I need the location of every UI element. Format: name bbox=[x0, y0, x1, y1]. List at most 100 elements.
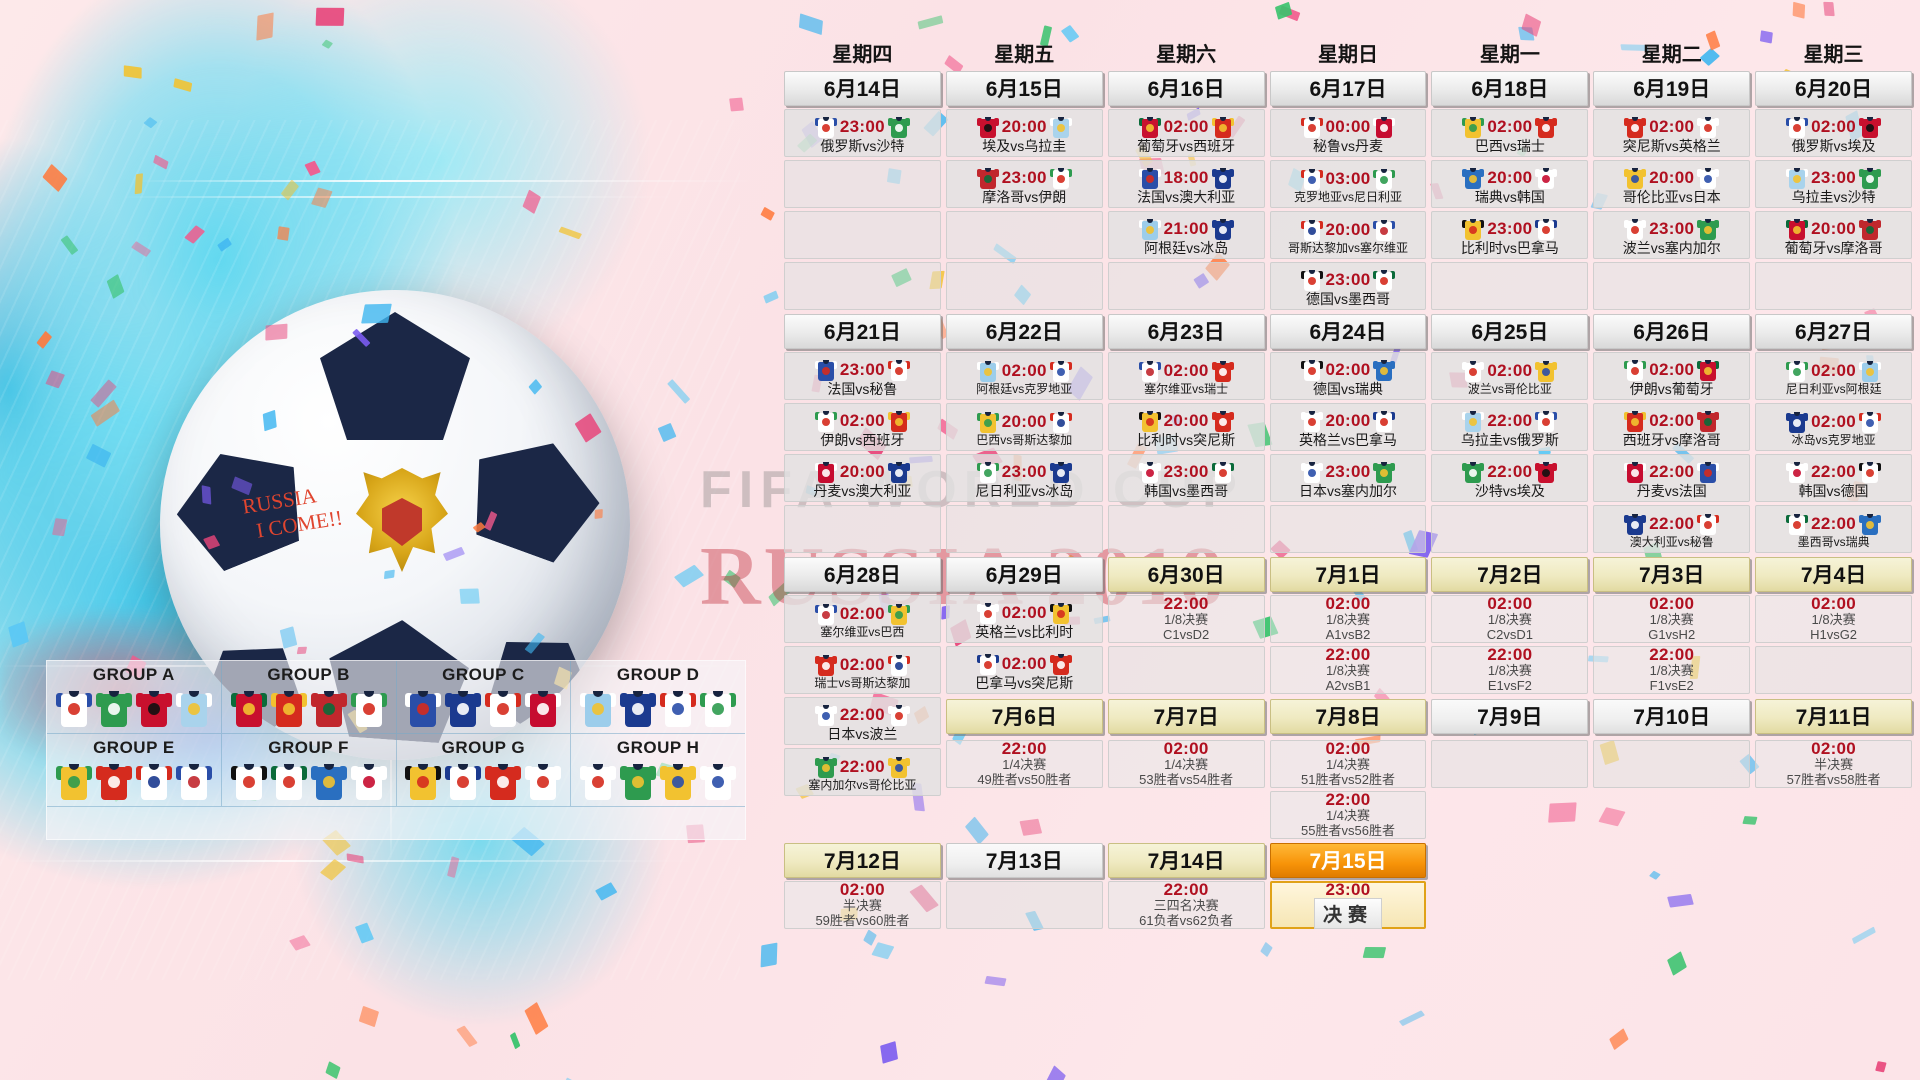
match-cell[interactable]: 02:00 英格兰vs比利时 bbox=[945, 595, 1103, 643]
match-cell[interactable]: 02:00 伊朗vs西班牙 bbox=[784, 403, 941, 451]
match-cell[interactable]: 02:00 阿根廷vs克罗地亚 bbox=[945, 352, 1103, 400]
match-cell[interactable]: 22:00 塞内加尔vs哥伦比亚 bbox=[784, 748, 941, 796]
match-cell[interactable]: 02:00 塞尔维亚vs巴西 bbox=[784, 595, 941, 643]
knockout-match-cell[interactable]: 02:00 半决赛 57胜者vs58胜者 bbox=[1755, 740, 1912, 788]
match-cell[interactable]: 23:00 俄罗斯vs沙特 bbox=[784, 109, 941, 157]
match-cell[interactable]: 02:00 伊朗vs葡萄牙 bbox=[1593, 352, 1751, 400]
match-cell[interactable]: 02:00 塞尔维亚vs瑞士 bbox=[1107, 352, 1265, 400]
date-cell[interactable]: 6月26日 bbox=[1593, 314, 1751, 349]
date-cell[interactable]: 6月17日 bbox=[1269, 71, 1427, 106]
date-cell[interactable]: 7月11日 bbox=[1755, 699, 1912, 734]
date-cell[interactable]: 7月14日 bbox=[1107, 843, 1265, 878]
date-cell[interactable]: 7月7日 bbox=[1107, 699, 1265, 734]
match-cell[interactable]: 02:00 德国vs瑞典 bbox=[1269, 352, 1427, 400]
knockout-match-cell[interactable]: 02:00 1/8决赛 A1vsB2 bbox=[1269, 595, 1427, 643]
match-cell[interactable]: 22:00 沙特vs埃及 bbox=[1431, 454, 1589, 502]
match-cell[interactable]: 23:00 韩国vs墨西哥 bbox=[1107, 454, 1265, 502]
match-cell[interactable]: 22:00 乌拉圭vs俄罗斯 bbox=[1431, 403, 1589, 451]
date-cell[interactable]: 6月18日 bbox=[1431, 71, 1589, 106]
match-cell[interactable]: 22:00 丹麦vs法国 bbox=[1593, 454, 1751, 502]
date-cell[interactable]: 6月15日 bbox=[945, 71, 1103, 106]
date-cell[interactable]: 7月6日 bbox=[945, 699, 1103, 734]
date-cell[interactable]: 6月24日 bbox=[1269, 314, 1427, 349]
match-cell[interactable]: 20:00 哥伦比亚vs日本 bbox=[1593, 160, 1751, 208]
match-cell[interactable]: 03:00 克罗地亚vs尼日利亚 bbox=[1269, 160, 1427, 208]
match-cell[interactable]: 02:00 俄罗斯vs埃及 bbox=[1755, 109, 1912, 157]
knockout-match-cell[interactable]: 22:00 1/8决赛 C1vsD2 bbox=[1107, 595, 1265, 643]
group-h[interactable]: GROUP H bbox=[571, 734, 745, 807]
match-cell[interactable]: 02:00 巴西vs瑞士 bbox=[1431, 109, 1589, 157]
match-cell[interactable]: 02:00 西班牙vs摩洛哥 bbox=[1593, 403, 1751, 451]
match-cell[interactable]: 20:00 埃及vs乌拉圭 bbox=[945, 109, 1103, 157]
group-a[interactable]: GROUP A bbox=[47, 661, 222, 734]
match-cell[interactable]: 18:00 法国vs澳大利亚 bbox=[1107, 160, 1265, 208]
knockout-match-cell[interactable]: 22:00 1/8决赛 E1vsF2 bbox=[1431, 646, 1589, 694]
match-cell[interactable]: 20:00 英格兰vs巴拿马 bbox=[1269, 403, 1427, 451]
match-cell[interactable]: 20:00 丹麦vs澳大利亚 bbox=[784, 454, 941, 502]
match-cell[interactable]: 20:00 比利时vs突尼斯 bbox=[1107, 403, 1265, 451]
match-cell[interactable]: 22:00 墨西哥vs瑞典 bbox=[1755, 505, 1912, 553]
date-cell[interactable]: 7月15日 bbox=[1269, 843, 1427, 878]
match-cell[interactable]: 22:00 澳大利亚vs秘鲁 bbox=[1593, 505, 1751, 553]
date-cell[interactable]: 6月20日 bbox=[1755, 71, 1912, 106]
knockout-match-cell[interactable]: 22:00 1/8决赛 A2vsB1 bbox=[1269, 646, 1427, 694]
date-cell[interactable]: 6月22日 bbox=[945, 314, 1103, 349]
date-cell[interactable]: 6月27日 bbox=[1755, 314, 1912, 349]
date-cell[interactable]: 6月29日 bbox=[945, 557, 1103, 592]
knockout-match-cell[interactable]: 02:00 半决赛 59胜者vs60胜者 bbox=[784, 881, 941, 929]
date-cell[interactable]: 6月19日 bbox=[1593, 71, 1751, 106]
final-match-cell[interactable]: 23:00 决赛 bbox=[1269, 880, 1427, 930]
date-cell[interactable]: 7月9日 bbox=[1431, 699, 1589, 734]
match-cell[interactable]: 20:00 哥斯达黎加vs塞尔维亚 bbox=[1269, 211, 1427, 259]
match-cell[interactable]: 00:00 秘鲁vs丹麦 bbox=[1269, 109, 1427, 157]
date-cell[interactable]: 6月28日 bbox=[784, 557, 941, 592]
knockout-match-cell[interactable]: 22:00 三四名决赛 61负者vs62负者 bbox=[1107, 881, 1265, 929]
knockout-match-cell[interactable]: 02:00 1/8决赛 H1vsG2 bbox=[1755, 595, 1912, 643]
match-cell[interactable]: 23:00 尼日利亚vs冰岛 bbox=[945, 454, 1103, 502]
date-cell[interactable]: 7月2日 bbox=[1431, 557, 1589, 592]
date-cell[interactable]: 6月23日 bbox=[1107, 314, 1265, 349]
match-cell[interactable]: 23:00 德国vs墨西哥 bbox=[1269, 262, 1427, 310]
match-cell[interactable]: 21:00 阿根廷vs冰岛 bbox=[1107, 211, 1265, 259]
group-d[interactable]: GROUP D bbox=[571, 661, 745, 734]
match-cell[interactable]: 23:00 比利时vs巴拿马 bbox=[1431, 211, 1589, 259]
group-g[interactable]: GROUP G bbox=[396, 734, 572, 807]
date-cell[interactable]: 6月25日 bbox=[1431, 314, 1589, 349]
date-cell[interactable]: 7月10日 bbox=[1593, 699, 1751, 734]
match-cell[interactable]: 23:00 波兰vs塞内加尔 bbox=[1593, 211, 1751, 259]
knockout-match-cell[interactable]: 22:00 1/4决赛 49胜者vs50胜者 bbox=[945, 740, 1103, 788]
match-cell[interactable]: 20:00 巴西vs哥斯达黎加 bbox=[945, 403, 1103, 451]
match-cell[interactable]: 02:00 尼日利亚vs阿根廷 bbox=[1755, 352, 1912, 400]
date-cell[interactable]: 6月21日 bbox=[784, 314, 941, 349]
match-cell[interactable]: 22:00 日本vs波兰 bbox=[784, 697, 941, 745]
match-cell[interactable]: 23:00 法国vs秘鲁 bbox=[784, 352, 941, 400]
group-c[interactable]: GROUP C bbox=[396, 661, 572, 734]
match-cell[interactable]: 22:00 韩国vs德国 bbox=[1755, 454, 1912, 502]
date-cell[interactable]: 7月12日 bbox=[784, 843, 941, 878]
knockout-match-cell[interactable]: 02:00 1/8决赛 C2vsD1 bbox=[1431, 595, 1589, 643]
date-cell[interactable]: 7月4日 bbox=[1755, 557, 1912, 592]
knockout-match-cell[interactable]: 02:00 1/4决赛 51胜者vs52胜者 bbox=[1269, 740, 1427, 788]
date-cell[interactable]: 7月8日 bbox=[1269, 699, 1427, 734]
knockout-match-cell[interactable]: 22:00 1/4决赛 55胜者vs56胜者 bbox=[1269, 791, 1427, 839]
group-b[interactable]: GROUP B bbox=[221, 661, 397, 734]
date-cell[interactable]: 7月3日 bbox=[1593, 557, 1751, 592]
match-cell[interactable]: 20:00 葡萄牙vs摩洛哥 bbox=[1755, 211, 1912, 259]
date-cell[interactable]: 7月13日 bbox=[945, 843, 1103, 878]
date-cell[interactable]: 7月1日 bbox=[1269, 557, 1427, 592]
match-cell[interactable]: 23:00 日本vs塞内加尔 bbox=[1269, 454, 1427, 502]
knockout-match-cell[interactable]: 22:00 1/8决赛 F1vsE2 bbox=[1593, 646, 1751, 694]
knockout-match-cell[interactable]: 02:00 1/8决赛 G1vsH2 bbox=[1593, 595, 1751, 643]
date-cell[interactable]: 6月14日 bbox=[784, 71, 941, 106]
group-f[interactable]: GROUP F bbox=[221, 734, 397, 807]
match-cell[interactable]: 02:00 巴拿马vs突尼斯 bbox=[945, 646, 1103, 694]
match-cell[interactable]: 02:00 瑞士vs哥斯达黎加 bbox=[784, 646, 941, 694]
match-cell[interactable]: 23:00 摩洛哥vs伊朗 bbox=[945, 160, 1103, 208]
match-cell[interactable]: 23:00 乌拉圭vs沙特 bbox=[1755, 160, 1912, 208]
date-cell[interactable]: 6月16日 bbox=[1107, 71, 1265, 106]
match-cell[interactable]: 02:00 冰岛vs克罗地亚 bbox=[1755, 403, 1912, 451]
match-cell[interactable]: 02:00 葡萄牙vs西班牙 bbox=[1107, 109, 1265, 157]
match-cell[interactable]: 02:00 突尼斯vs英格兰 bbox=[1593, 109, 1751, 157]
match-cell[interactable]: 20:00 瑞典vs韩国 bbox=[1431, 160, 1589, 208]
date-cell[interactable]: 6月30日 bbox=[1107, 557, 1265, 592]
